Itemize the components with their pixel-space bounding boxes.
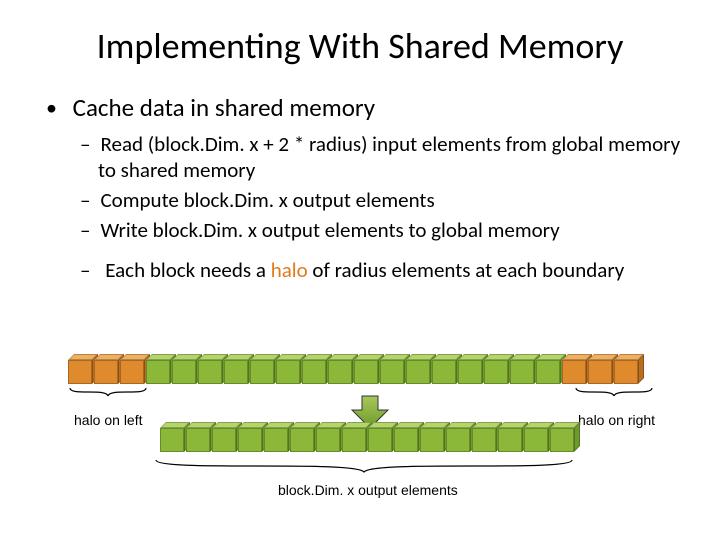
body-cube <box>224 360 248 384</box>
output-row <box>160 428 668 452</box>
sub-bullet-3: Write block.Dim. x output elements to gl… <box>80 217 684 243</box>
output-cube <box>498 428 522 452</box>
body-cube <box>406 360 430 384</box>
slide-title: Implementing With Shared Memory <box>36 24 684 68</box>
sub4-pre: Each block needs a <box>105 257 270 283</box>
body-cube <box>458 360 482 384</box>
body-cube <box>198 360 222 384</box>
body-cube <box>536 360 560 384</box>
halo-right-label: halo on right <box>578 412 655 428</box>
body-cube <box>328 360 352 384</box>
body-cube <box>146 360 170 384</box>
output-cube <box>316 428 340 452</box>
sub-bullet-2: Compute block.Dim. x output elements <box>80 187 684 213</box>
output-label: block.Dim. x output elements <box>278 482 458 498</box>
halo-cube <box>94 360 118 384</box>
output-cube <box>472 428 496 452</box>
output-cube <box>420 428 444 452</box>
body-cube <box>380 360 404 384</box>
output-cube <box>342 428 366 452</box>
halo-cube <box>68 360 92 384</box>
output-brace <box>154 458 594 480</box>
body-cube <box>510 360 534 384</box>
output-cube <box>160 428 184 452</box>
output-cube <box>394 428 418 452</box>
body-cube <box>250 360 274 384</box>
halo-word: halo <box>271 257 308 283</box>
sub-bullet-1: Read (block.Dim. x + 2 * radius) input e… <box>80 131 684 183</box>
sub-bullet-list: Read (block.Dim. x + 2 * radius) input e… <box>46 131 684 283</box>
halo-left-label: halo on left <box>74 412 143 428</box>
slide: Implementing With Shared Memory Cache da… <box>0 0 720 540</box>
body-cube <box>302 360 326 384</box>
body-cube <box>172 360 196 384</box>
body-cube <box>276 360 300 384</box>
halo-cube <box>562 360 586 384</box>
output-cube <box>212 428 236 452</box>
input-row <box>68 360 668 384</box>
output-cube <box>368 428 392 452</box>
output-cube <box>238 428 262 452</box>
output-cube <box>186 428 210 452</box>
output-cube <box>524 428 548 452</box>
body-cube <box>432 360 456 384</box>
output-cube <box>550 428 574 452</box>
halo-cube <box>588 360 612 384</box>
output-cube <box>264 428 288 452</box>
halo-cube <box>120 360 144 384</box>
sub4-post: of radius elements at each boundary <box>308 257 625 283</box>
body-cube <box>354 360 378 384</box>
body-cube <box>484 360 508 384</box>
bullet-top: Cache data in shared memory Read (block.… <box>46 92 684 283</box>
output-cube <box>446 428 470 452</box>
output-cube <box>290 428 314 452</box>
halo-cube <box>614 360 638 384</box>
bullet-top-text: Cache data in shared memory <box>73 92 375 123</box>
sub-bullet-4: Each block needs a halo of radius elemen… <box>80 257 684 283</box>
bullet-list: Cache data in shared memory Read (block.… <box>36 92 684 283</box>
diagram: halo on left halo on right block.Dim. x … <box>68 360 668 452</box>
